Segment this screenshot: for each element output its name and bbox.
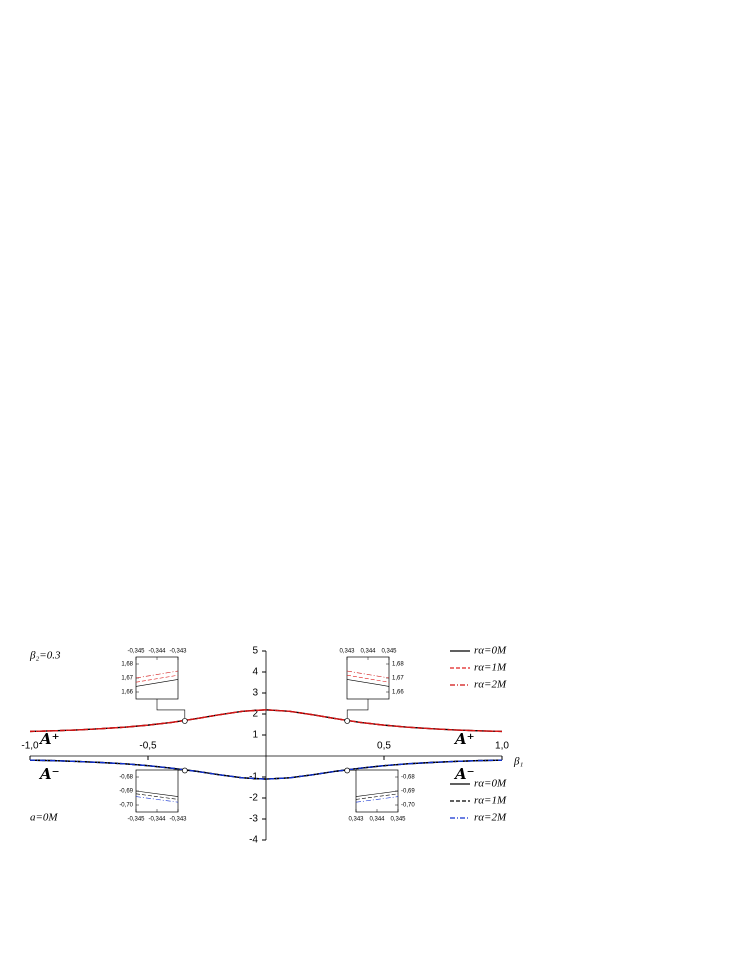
inset-x-tick-label: 0,344 (369, 817, 385, 823)
inset-x-tick-label: -0,344 (148, 817, 166, 823)
curve (29, 709, 503, 733)
inset-frame (135, 769, 179, 813)
curve (135, 674, 179, 683)
y-tick-label: 2 (252, 709, 258, 720)
inset-y-tick-label: -0,68 (401, 775, 415, 781)
inset-y-tick-label: -0,70 (119, 803, 133, 809)
spin-annotation: a=0M (30, 812, 58, 824)
inset-y-tick-label: 1,68 (392, 662, 404, 668)
inset-x-tick-label: 0,344 (360, 649, 376, 655)
x-tick-label: 0,5 (377, 741, 391, 752)
connector (346, 699, 369, 721)
x-tick-label: -0,5 (139, 741, 157, 752)
y-tick-label: -2 (249, 793, 258, 804)
curve (346, 674, 390, 683)
y-tick-label: 5 (252, 646, 258, 657)
inset-y-tick-label: 1,66 (392, 690, 404, 696)
highlight-point (344, 767, 351, 774)
curve (355, 793, 399, 800)
curve (355, 796, 399, 803)
curve (135, 796, 179, 803)
highlight-point (344, 718, 351, 724)
curve (29, 759, 503, 780)
curve (355, 790, 399, 797)
y-tick-label: 3 (252, 688, 258, 699)
legend-label: rα=0M (474, 645, 507, 657)
inset-x-tick-label: 0,343 (348, 817, 364, 823)
x-axis-label: β₁ (513, 756, 523, 768)
lower-label: A⁻ (38, 765, 60, 783)
inset-x-tick-label: -0,344 (148, 649, 166, 655)
inset-frame (346, 656, 390, 700)
inset-y-tick-label: -0,69 (401, 789, 415, 795)
inset-frame (135, 656, 179, 700)
inset-x-tick-label: 0,345 (381, 649, 397, 655)
y-tick-label: 1 (252, 730, 258, 741)
inset-x-tick-label: -0,343 (169, 649, 187, 655)
y-tick-label: -4 (249, 835, 258, 846)
curve (135, 670, 179, 679)
inset-x-tick-label: -0,343 (169, 817, 187, 823)
inset-y-tick-label: -0,70 (401, 803, 415, 809)
curve (135, 793, 179, 800)
inset-x-tick-label: -0,345 (127, 649, 145, 655)
inset-frame (355, 769, 399, 813)
x-tick-label: -1,0 (21, 741, 39, 752)
curve (135, 790, 179, 797)
curve (346, 670, 390, 679)
y-tick-label: -3 (249, 814, 258, 825)
legend-label: rα=2M (474, 679, 507, 691)
inset-y-tick-label: -0,68 (119, 775, 133, 781)
y-tick-label: 4 (252, 667, 258, 678)
inset-y-tick-label: 1,66 (121, 690, 133, 696)
x-tick-label: 1,0 (495, 741, 509, 752)
legend-label: rα=0M (474, 778, 507, 790)
connector (156, 699, 186, 721)
upper-label: A⁺ (38, 730, 60, 748)
inset-x-tick-label: 0,345 (390, 817, 406, 823)
curve (135, 679, 179, 687)
inset-x-tick-label: -0,345 (127, 817, 145, 823)
upper-label: A⁺ (453, 730, 475, 748)
legend-label: rα=2M (474, 812, 507, 824)
highlight-point (181, 718, 188, 724)
highlight-point (181, 767, 188, 774)
lower-label: A⁻ (453, 765, 475, 783)
legend-label: rα=1M (474, 662, 507, 674)
curve (346, 679, 390, 687)
legend-label: rα=1M (474, 795, 507, 807)
beta2-annotation: β₂=0.3 (29, 650, 61, 662)
inset-y-tick-label: 1,67 (121, 676, 133, 682)
inset-y-tick-label: 1,67 (392, 676, 404, 682)
inset-y-tick-label: -0,69 (119, 789, 133, 795)
inset-x-tick-label: 0,343 (339, 649, 355, 655)
y-tick-label: -1 (249, 772, 258, 783)
inset-y-tick-label: 1,68 (121, 662, 133, 668)
